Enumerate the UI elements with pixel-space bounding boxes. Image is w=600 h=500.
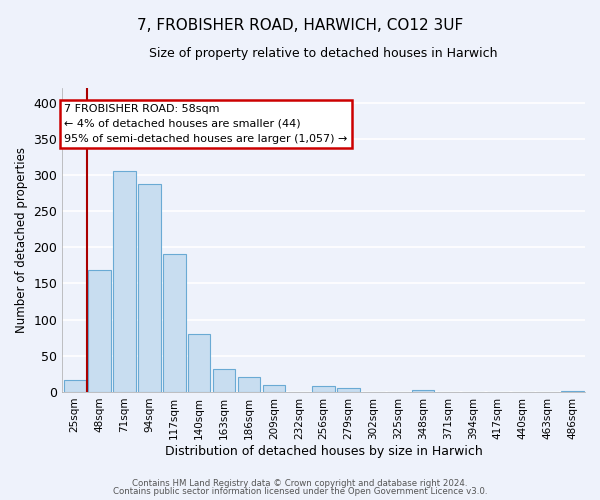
Bar xyxy=(64,380,86,392)
Text: 7, FROBISHER ROAD, HARWICH, CO12 3UF: 7, FROBISHER ROAD, HARWICH, CO12 3UF xyxy=(137,18,463,32)
Y-axis label: Number of detached properties: Number of detached properties xyxy=(15,147,28,333)
Text: 7 FROBISHER ROAD: 58sqm
← 4% of detached houses are smaller (44)
95% of semi-det: 7 FROBISHER ROAD: 58sqm ← 4% of detached… xyxy=(64,104,347,144)
Bar xyxy=(238,378,260,392)
Bar xyxy=(263,384,285,392)
Bar xyxy=(88,270,111,392)
Text: Contains public sector information licensed under the Open Government Licence v3: Contains public sector information licen… xyxy=(113,487,487,496)
Bar xyxy=(113,172,136,392)
Bar xyxy=(337,388,360,392)
Bar xyxy=(163,254,185,392)
X-axis label: Distribution of detached houses by size in Harwich: Distribution of detached houses by size … xyxy=(165,444,482,458)
Title: Size of property relative to detached houses in Harwich: Size of property relative to detached ho… xyxy=(149,48,498,60)
Bar xyxy=(213,369,235,392)
Bar xyxy=(138,184,161,392)
Bar xyxy=(412,390,434,392)
Bar xyxy=(313,386,335,392)
Text: Contains HM Land Registry data © Crown copyright and database right 2024.: Contains HM Land Registry data © Crown c… xyxy=(132,478,468,488)
Bar xyxy=(562,390,584,392)
Bar xyxy=(188,334,211,392)
